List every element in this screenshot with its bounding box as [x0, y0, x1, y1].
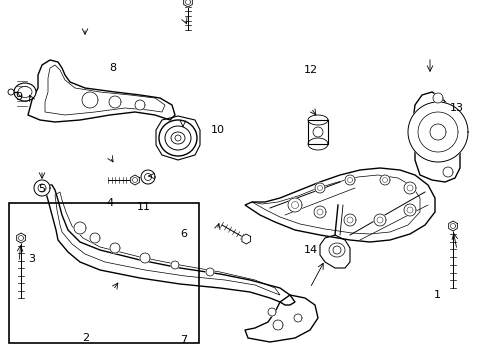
Polygon shape	[242, 234, 250, 244]
Bar	[307, 120, 327, 144]
Polygon shape	[403, 204, 415, 216]
Bar	[9, 203, 199, 343]
Polygon shape	[74, 222, 86, 234]
Text: 5: 5	[38, 184, 45, 194]
Polygon shape	[373, 214, 385, 226]
Polygon shape	[314, 183, 325, 193]
Polygon shape	[429, 124, 445, 140]
Polygon shape	[82, 92, 98, 108]
Polygon shape	[130, 175, 139, 185]
Polygon shape	[110, 243, 120, 253]
Polygon shape	[141, 170, 155, 184]
Text: 11: 11	[137, 202, 151, 212]
Text: 2: 2	[82, 333, 89, 343]
Polygon shape	[267, 308, 275, 316]
Polygon shape	[287, 198, 302, 212]
Polygon shape	[109, 96, 121, 108]
Polygon shape	[293, 314, 302, 322]
Text: 13: 13	[449, 103, 463, 113]
Polygon shape	[171, 261, 179, 269]
Polygon shape	[344, 214, 355, 226]
Polygon shape	[17, 233, 25, 243]
Polygon shape	[183, 0, 192, 7]
Polygon shape	[417, 112, 457, 152]
Polygon shape	[313, 206, 325, 218]
Ellipse shape	[175, 135, 181, 141]
Polygon shape	[135, 100, 145, 110]
Polygon shape	[432, 93, 442, 103]
Text: 1: 1	[433, 290, 440, 300]
Circle shape	[312, 127, 323, 137]
Text: 12: 12	[303, 65, 317, 75]
Polygon shape	[272, 320, 283, 330]
Polygon shape	[205, 268, 214, 276]
Polygon shape	[407, 102, 467, 162]
Text: 3: 3	[28, 254, 35, 264]
Polygon shape	[403, 182, 415, 194]
Text: 4: 4	[106, 198, 113, 208]
Text: 6: 6	[180, 229, 186, 239]
Polygon shape	[90, 233, 100, 243]
Ellipse shape	[171, 132, 184, 144]
Polygon shape	[34, 180, 50, 196]
Ellipse shape	[159, 120, 197, 156]
Ellipse shape	[164, 126, 191, 150]
Circle shape	[8, 89, 14, 95]
Polygon shape	[379, 175, 389, 185]
Text: 14: 14	[303, 245, 317, 255]
Polygon shape	[442, 167, 452, 177]
Text: 9: 9	[15, 92, 22, 102]
Text: 10: 10	[210, 125, 224, 135]
Polygon shape	[448, 221, 456, 231]
Ellipse shape	[18, 86, 32, 98]
Text: 8: 8	[109, 63, 116, 73]
Polygon shape	[140, 253, 150, 263]
Polygon shape	[345, 175, 354, 185]
Ellipse shape	[14, 83, 36, 101]
Text: 7: 7	[180, 335, 186, 345]
